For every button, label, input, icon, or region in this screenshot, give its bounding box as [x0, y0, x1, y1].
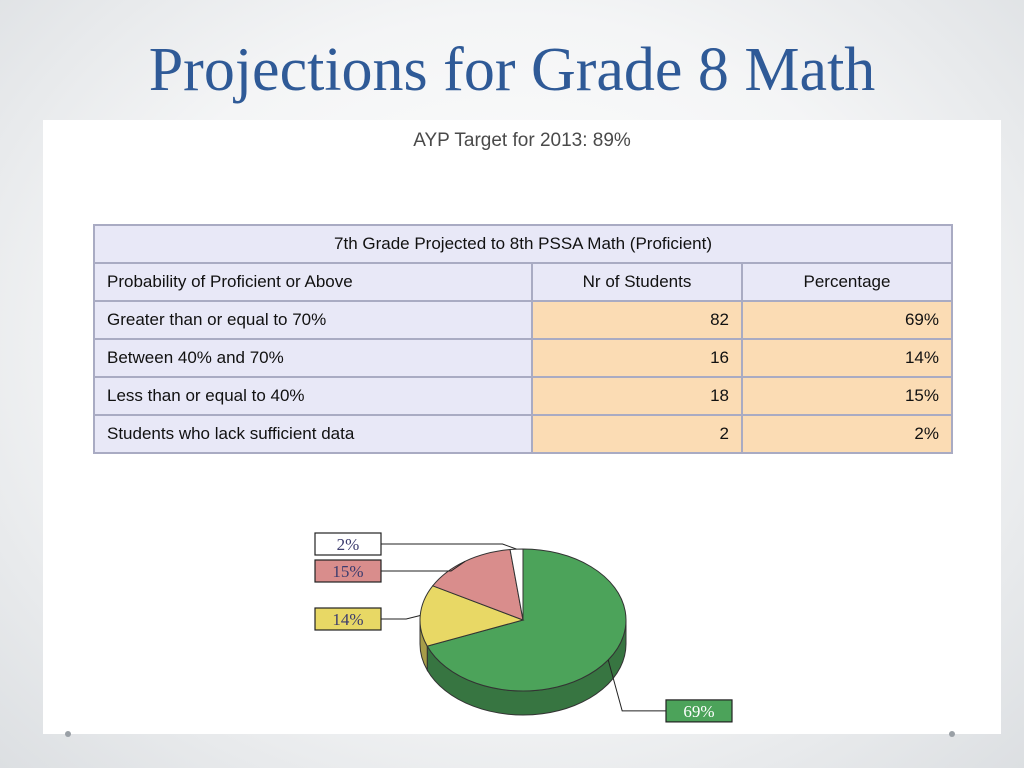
pie-label-box-2: [314, 559, 382, 583]
row-student-count: 18: [531, 376, 743, 416]
row-percentage: 2%: [741, 414, 953, 454]
row-percentage: 14%: [741, 338, 953, 378]
slide-bullet-dot: [65, 731, 71, 737]
table-row: Between 40% and 70% 16 14%: [93, 338, 953, 378]
table-row: Less than or equal to 40% 18 15%: [93, 376, 953, 416]
pie-data-label-2: 15%: [332, 562, 363, 581]
column-header-probability: Probability of Proficient or Above: [93, 262, 533, 302]
row-student-count: 82: [531, 300, 743, 340]
pie-top: [419, 548, 627, 692]
column-header-students: Nr of Students: [531, 262, 743, 302]
table-row: Greater than or equal to 70% 82 69%: [93, 300, 953, 340]
pie-data-label-1: 14%: [332, 610, 363, 629]
table-row: Students who lack sufficient data 2 2%: [93, 414, 953, 454]
row-percentage: 15%: [741, 376, 953, 416]
pie-chart: 69% 14% 15% 2%: [314, 532, 733, 723]
table-header-row: Probability of Proficient or Above Nr of…: [93, 262, 953, 302]
content-panel: AYP Target for 2013: 89% 7th Grade Proje…: [43, 120, 1001, 734]
pie-label-box-0: [665, 699, 733, 723]
column-header-percentage: Percentage: [741, 262, 953, 302]
pie-leader-line-1: [381, 615, 421, 620]
pie-data-label-3: 2%: [337, 535, 360, 554]
pie-data-label-0: 69%: [683, 702, 714, 721]
pie-label-box-1: [314, 607, 382, 631]
slide-bullet-dot: [949, 731, 955, 737]
table-caption-row: 7th Grade Projected to 8th PSSA Math (Pr…: [93, 224, 953, 264]
pie-slice-1: [419, 585, 525, 647]
ayp-target-text: AYP Target for 2013: 89%: [413, 130, 631, 151]
pie-label-box-3: [314, 532, 382, 556]
row-student-count: 16: [531, 338, 743, 378]
row-percentage: 69%: [741, 300, 953, 340]
pie-slice-3: [509, 548, 524, 621]
projection-table: 7th Grade Projected to 8th PSSA Math (Pr…: [93, 224, 953, 454]
row-label: Between 40% and 70%: [93, 338, 533, 378]
row-label: Students who lack sufficient data: [93, 414, 533, 454]
pie-leaders: [381, 543, 666, 712]
pie-leader-line-2: [381, 560, 466, 572]
slide-title: Projections for Grade 8 Math: [148, 36, 876, 104]
pie-slice-0: [426, 548, 627, 692]
pie-labels: 69% 14% 15% 2%: [314, 532, 733, 723]
table-caption: 7th Grade Projected to 8th PSSA Math (Pr…: [93, 224, 953, 264]
pie-leader-line-3: [381, 543, 517, 550]
pie-leader-line-0: [607, 659, 666, 712]
row-student-count: 2: [531, 414, 743, 454]
row-label: Less than or equal to 40%: [93, 376, 533, 416]
row-label: Greater than or equal to 70%: [93, 300, 533, 340]
